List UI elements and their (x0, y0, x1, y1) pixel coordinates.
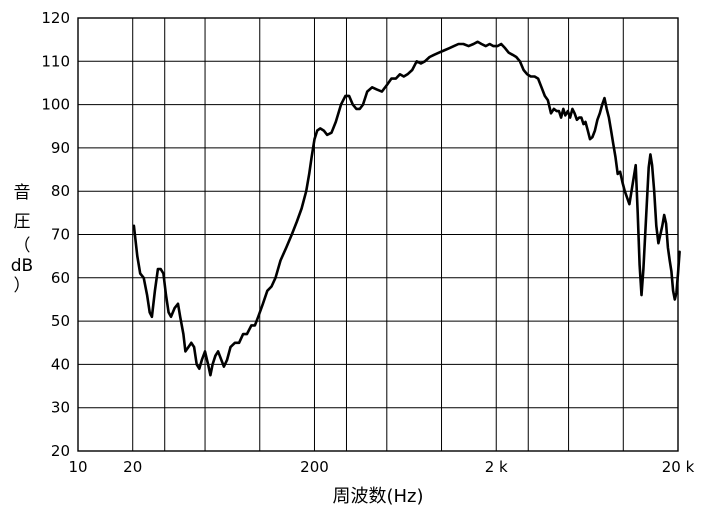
y-tick-label: 40 (51, 355, 70, 373)
x-tick-label: 10 (68, 458, 87, 476)
y-tick-label: 30 (51, 399, 70, 417)
chart-grid (78, 17, 678, 452)
y-axis-label-char-4: dB (10, 256, 34, 276)
x-tick-label: 2 k (485, 458, 508, 476)
y-tick-label: 100 (41, 96, 70, 114)
y-tick-label: 120 (41, 9, 70, 27)
y-axis-label-char-1: 音 (13, 183, 31, 203)
y-tick-label: 110 (41, 52, 70, 70)
x-tick-label: 200 (300, 458, 329, 476)
y-tick-label: 90 (51, 139, 70, 157)
x-tick-labels: 10 20 200 2 k 20 k (68, 458, 694, 476)
y-tick-label: 60 (51, 269, 70, 287)
x-tick-label: 20 k (662, 458, 695, 476)
y-tick-labels: 20 30 40 50 60 70 80 90 100 110 120 (41, 9, 70, 460)
y-tick-label: 70 (51, 226, 70, 244)
x-tick-label: 20 (123, 458, 142, 476)
y-tick-label: 50 (51, 312, 70, 330)
y-axis-label-char-5: ） (13, 276, 31, 296)
y-axis-label-char-2: 圧 (13, 212, 31, 232)
y-tick-label: 20 (51, 442, 70, 460)
plot-frame (77, 17, 679, 452)
series-layer (132, 40, 681, 377)
x-axis-label: 周波数(Hz) (332, 486, 424, 507)
response-curve-line (132, 40, 681, 377)
y-axis-label-char-3: （ (13, 236, 31, 256)
y-tick-label: 80 (51, 182, 70, 200)
